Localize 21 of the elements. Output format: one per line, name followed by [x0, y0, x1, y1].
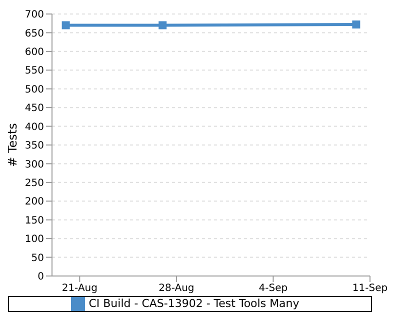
x-tick-label: 4-Sep [258, 283, 288, 294]
y-tick-label: 100 [24, 234, 44, 246]
y-tick-label: 50 [31, 252, 44, 264]
y-tick-label: 300 [24, 159, 44, 170]
y-axis-title: # Tests [5, 123, 20, 167]
y-tick-label: 550 [24, 66, 44, 77]
y-tick-label: 400 [24, 122, 44, 133]
x-tick-label: 28-Aug [158, 283, 194, 294]
y-tick-label: 450 [24, 103, 44, 114]
y-tick-label: 650 [24, 28, 44, 40]
y-tick-label: 700 [24, 10, 44, 21]
y-tick-label: 150 [24, 215, 44, 226]
y-tick-label: 200 [24, 196, 44, 208]
y-tick-label: 500 [24, 84, 44, 96]
x-tick-label: 11-Sep [352, 283, 388, 294]
y-tick-label: 0 [38, 272, 44, 283]
x-tick-label: 21-Aug [62, 283, 98, 294]
y-tick-label: 250 [24, 178, 44, 189]
legend-label: CI Build - CAS-13902 - Test Tools Many [88, 297, 300, 310]
y-tick-label: 350 [24, 140, 44, 152]
y-tick-label: 600 [24, 46, 44, 58]
